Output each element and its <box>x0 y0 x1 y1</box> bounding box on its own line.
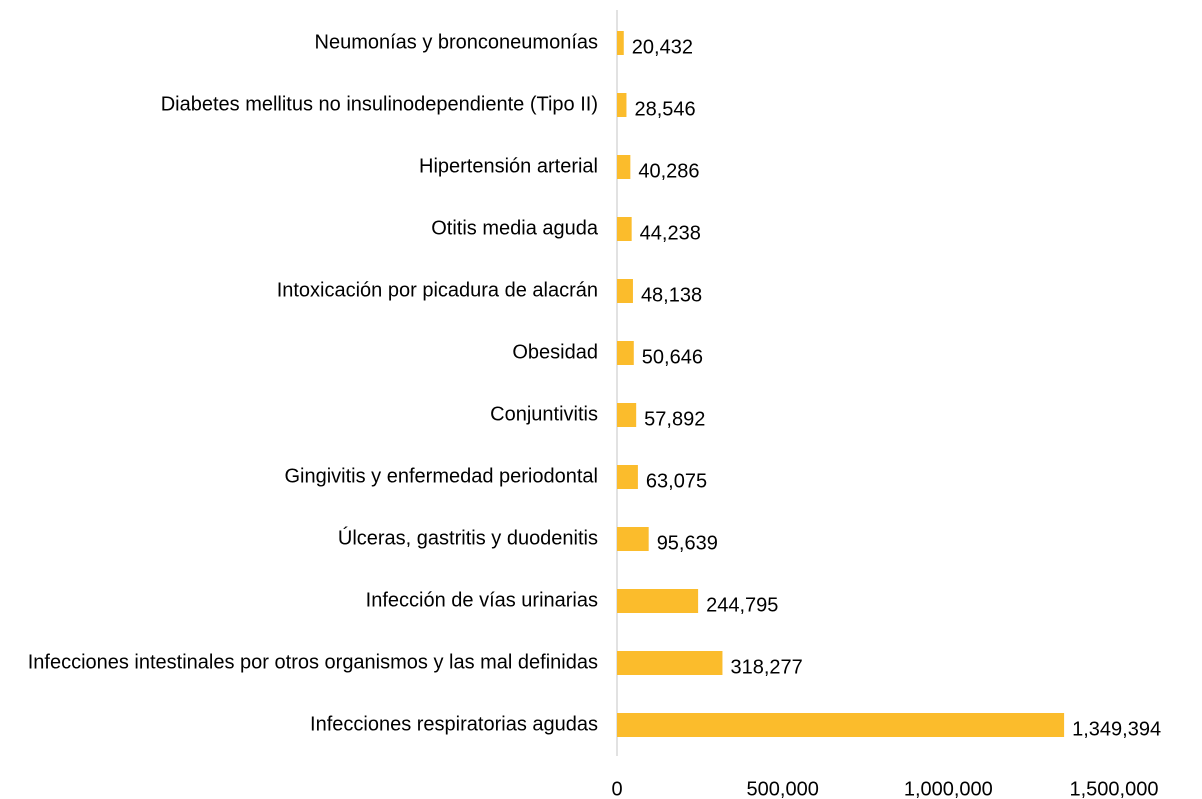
value-label: 20,432 <box>632 36 693 58</box>
bar <box>617 155 631 179</box>
category-label: Infección de vías urinarias <box>365 589 598 612</box>
bar <box>617 341 634 365</box>
bar <box>617 31 624 55</box>
bar <box>617 403 637 427</box>
value-label: 50,646 <box>642 346 703 368</box>
bar <box>617 93 627 117</box>
value-label: 244,795 <box>706 594 778 616</box>
value-label: 48,138 <box>641 284 702 306</box>
category-label: Gingivitis y enfermedad periodontal <box>284 465 598 488</box>
category-label: Infecciones respiratorias agudas <box>310 713 598 736</box>
bar <box>617 713 1065 737</box>
value-label: 63,075 <box>646 470 707 492</box>
category-label: Hipertensión arterial <box>419 155 598 178</box>
category-label: Conjuntivitis <box>490 403 598 426</box>
bar <box>617 465 638 489</box>
value-label: 40,286 <box>638 160 699 182</box>
category-label: Neumonías y bronconeumonías <box>314 31 599 54</box>
x-tick-label: 500,000 <box>747 778 819 799</box>
value-label: 28,546 <box>634 98 695 120</box>
category-label: Otitis media aguda <box>431 217 598 240</box>
category-label: Infecciones intestinales por otros organ… <box>27 651 598 674</box>
bar <box>617 217 632 241</box>
x-tick-label: 1,000,000 <box>904 778 993 799</box>
value-label: 95,639 <box>657 532 718 554</box>
bar <box>617 589 699 613</box>
bar <box>617 527 649 551</box>
category-label: Intoxicación por picadura de alacrán <box>276 279 598 302</box>
value-label: 1,349,394 <box>1072 718 1161 740</box>
value-label: 44,238 <box>640 222 701 244</box>
x-tick-label: 0 <box>611 778 622 799</box>
bar <box>617 651 723 675</box>
category-label: Úlceras, gastritis y duodenitis <box>337 527 598 550</box>
category-label: Diabetes mellitus no insulinodependiente… <box>160 93 598 116</box>
bar <box>617 279 633 303</box>
x-tick-label: 1,500,000 <box>1070 778 1159 799</box>
value-label: 318,277 <box>730 656 802 678</box>
category-label: Obesidad <box>512 341 598 364</box>
value-label: 57,892 <box>644 408 705 430</box>
